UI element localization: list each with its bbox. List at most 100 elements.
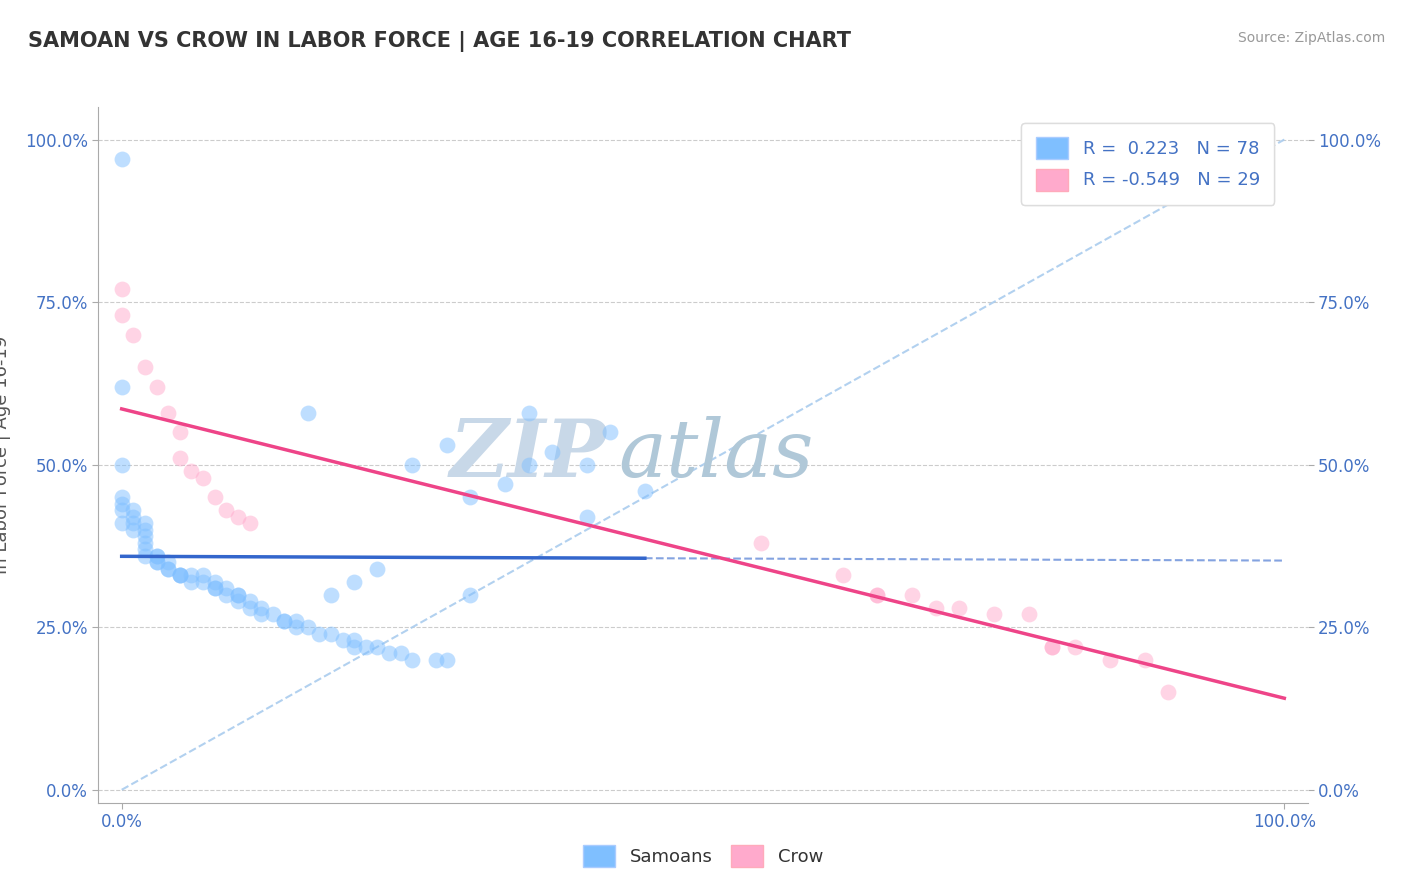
Samoans <box>273 614 295 628</box>
Samoans <box>122 516 145 531</box>
Samoans <box>494 477 516 491</box>
Samoans <box>145 555 167 569</box>
Crow <box>1098 653 1121 667</box>
Samoans <box>575 458 598 472</box>
Samoans <box>250 607 273 622</box>
Samoans <box>204 581 226 595</box>
Samoans <box>297 406 319 420</box>
Crow <box>1040 640 1063 654</box>
Samoans <box>378 646 401 660</box>
Samoans <box>366 640 388 654</box>
Samoans <box>343 574 366 589</box>
Samoans <box>575 509 598 524</box>
Samoans <box>517 406 540 420</box>
Samoans <box>157 555 180 569</box>
Samoans <box>180 574 202 589</box>
Samoans <box>226 588 249 602</box>
Crow <box>169 451 191 466</box>
Samoans <box>157 562 180 576</box>
Samoans <box>204 581 226 595</box>
Samoans <box>157 562 180 576</box>
Samoans <box>111 490 134 504</box>
Samoans <box>297 620 319 634</box>
Samoans <box>308 626 330 640</box>
Samoans <box>401 458 423 472</box>
Samoans <box>215 588 238 602</box>
Crow <box>866 588 889 602</box>
Samoans <box>169 568 191 582</box>
Samoans <box>145 549 167 563</box>
Samoans <box>540 444 562 458</box>
Samoans <box>134 535 156 549</box>
Samoans <box>134 542 156 557</box>
Samoans <box>134 516 156 531</box>
Crow <box>983 607 1005 622</box>
Samoans <box>517 458 540 472</box>
Samoans <box>319 626 342 640</box>
Crow <box>215 503 238 517</box>
Crow <box>1064 640 1087 654</box>
Samoans <box>460 588 482 602</box>
Samoans <box>111 497 134 511</box>
Crow <box>831 568 853 582</box>
Samoans <box>111 458 134 472</box>
Crow <box>180 464 202 478</box>
Crow <box>749 535 772 549</box>
Samoans <box>226 594 249 608</box>
Samoans <box>145 549 167 563</box>
Samoans <box>285 614 308 628</box>
Samoans <box>111 152 134 166</box>
Samoans <box>319 588 342 602</box>
Samoans <box>343 640 366 654</box>
Samoans <box>111 516 134 531</box>
Samoans <box>401 653 423 667</box>
Legend: R =  0.223   N = 78, R = -0.549   N = 29: R = 0.223 N = 78, R = -0.549 N = 29 <box>1021 123 1274 205</box>
Samoans <box>180 568 202 582</box>
Samoans <box>226 588 249 602</box>
Text: Source: ZipAtlas.com: Source: ZipAtlas.com <box>1237 31 1385 45</box>
Samoans <box>285 620 308 634</box>
Samoans <box>436 438 458 452</box>
Crow <box>134 360 156 375</box>
Crow <box>191 471 214 485</box>
Samoans <box>262 607 284 622</box>
Samoans <box>436 653 458 667</box>
Legend: Samoans, Crow: Samoans, Crow <box>575 838 831 874</box>
Samoans <box>111 379 134 393</box>
Samoans <box>204 574 226 589</box>
Samoans <box>122 523 145 537</box>
Samoans <box>215 581 238 595</box>
Samoans <box>354 640 377 654</box>
Crow <box>204 490 226 504</box>
Text: ZIP: ZIP <box>450 417 606 493</box>
Crow <box>1133 653 1156 667</box>
Samoans <box>191 574 214 589</box>
Crow <box>1157 685 1180 699</box>
Samoans <box>111 503 134 517</box>
Samoans <box>343 633 366 648</box>
Crow <box>901 588 924 602</box>
Samoans <box>273 614 295 628</box>
Text: SAMOAN VS CROW IN LABOR FORCE | AGE 16-19 CORRELATION CHART: SAMOAN VS CROW IN LABOR FORCE | AGE 16-1… <box>28 31 851 53</box>
Crow <box>226 509 249 524</box>
Samoans <box>599 425 621 439</box>
Samoans <box>191 568 214 582</box>
Crow <box>1018 607 1040 622</box>
Samoans <box>460 490 482 504</box>
Samoans <box>634 483 657 498</box>
Crow <box>122 327 145 342</box>
Samoans <box>145 555 167 569</box>
Samoans <box>134 529 156 543</box>
Crow <box>111 308 134 322</box>
Samoans <box>122 503 145 517</box>
Samoans <box>239 594 262 608</box>
Samoans <box>134 549 156 563</box>
Text: atlas: atlas <box>619 417 814 493</box>
Crow <box>145 379 167 393</box>
Samoans <box>122 509 145 524</box>
Crow <box>1040 640 1063 654</box>
Samoans <box>250 600 273 615</box>
Crow <box>924 600 946 615</box>
Samoans <box>332 633 354 648</box>
Crow <box>111 282 134 296</box>
